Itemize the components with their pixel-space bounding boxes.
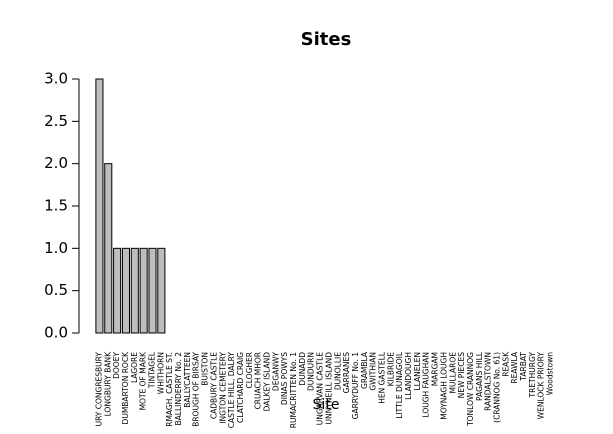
bar bbox=[95, 78, 104, 334]
x-tick-label: TONLOW CRANNOG bbox=[466, 352, 475, 427]
x-tick-label: REAWLA bbox=[510, 351, 519, 383]
x-tick-label: DUNADD bbox=[298, 352, 307, 386]
x-tick-label: DINAS POWYS bbox=[280, 352, 289, 405]
x-tick-label: DOOEY bbox=[112, 352, 121, 379]
x-tick-label: INGTON CEMETERY bbox=[218, 352, 227, 424]
x-tick-label: LAGORE bbox=[130, 352, 139, 383]
x-tick-label: GARRANES bbox=[342, 352, 351, 394]
y-tick-label: 2.5 bbox=[44, 112, 68, 130]
bar bbox=[121, 247, 131, 334]
x-tick-label: TRETHURGY bbox=[528, 352, 537, 399]
x-tick-label: DUMBARTON ROCK bbox=[121, 351, 130, 425]
x-tick-label: (CRANNOG No. 61) bbox=[493, 352, 502, 423]
bar bbox=[113, 247, 122, 334]
x-tick-label: CRUACH MHOR bbox=[254, 352, 263, 409]
x-tick-label: LLANDOUGH bbox=[404, 352, 413, 400]
x-tick-label: CLOGHER bbox=[245, 352, 254, 388]
x-tick-label: RMAGH, CASTLE ST. bbox=[165, 352, 174, 427]
x-tick-label: DEGANWY bbox=[271, 352, 280, 391]
bar bbox=[130, 247, 139, 334]
chart-title: Sites bbox=[301, 29, 352, 50]
x-tick-label: GWITHIAN bbox=[369, 352, 378, 391]
x-tick-label: TINTAGEL bbox=[148, 351, 157, 389]
x-tick-label: RANDALSTOWN bbox=[484, 352, 493, 411]
x-tick-label: LITTLE DUNAGOIL bbox=[395, 351, 404, 419]
x-tick-label: MOYNAGH LOUGH bbox=[439, 352, 448, 420]
x-tick-label: UNGARVAN CASTLE bbox=[316, 352, 325, 426]
x-tick-label: LLANELEN bbox=[413, 352, 422, 391]
x-tick-label: DALKEY ISLAND bbox=[263, 352, 272, 412]
y-tick-label: 1.5 bbox=[44, 197, 68, 215]
x-tick-label: WENLOCK PRIORY bbox=[537, 352, 546, 420]
x-tick-label: URY CONGRESBURY bbox=[94, 352, 103, 427]
y-tick-label: 1.0 bbox=[44, 239, 68, 257]
x-tick-label: DUNOLLIE bbox=[333, 352, 342, 390]
x-tick-label: UNNYNEILL ISLAND bbox=[324, 352, 333, 425]
y-tick-label: 0.0 bbox=[44, 324, 68, 342]
x-tick-label: BUISTON bbox=[201, 352, 210, 386]
x-tick-label: WHITHORN bbox=[156, 352, 165, 394]
x-tick-label: MOTE OF MARK bbox=[139, 351, 148, 410]
x-tick-label: HEN GASTELL bbox=[378, 351, 387, 404]
x-tick-label: CASTLE HILL, DALRY bbox=[227, 352, 236, 429]
x-tick-label: TARBAT bbox=[519, 352, 528, 382]
x-tick-label: LOUGH FAUGHAN bbox=[422, 352, 431, 418]
bar bbox=[139, 247, 148, 334]
x-tick-label: LONGBURY BANK bbox=[103, 351, 112, 416]
x-tick-label: GARRYDUFF No. 1 bbox=[351, 352, 360, 420]
y-tick-label: 2.0 bbox=[44, 154, 68, 172]
x-tick-label: RUMACRITTEN No. 1 bbox=[289, 352, 298, 428]
y-tick-label: 0.5 bbox=[44, 281, 68, 299]
x-tick-label: PAGANS HILL bbox=[475, 351, 484, 401]
x-tick-label: BROUGH OF BIRSAY bbox=[192, 352, 201, 427]
x-tick-label: CLATCHARD CRAIG bbox=[236, 352, 245, 423]
x-tick-label: NEW PIECES bbox=[457, 352, 466, 399]
x-tick-label: Woodstown bbox=[546, 352, 555, 395]
x-tick-label: BALLINDERRY No. 2 bbox=[174, 352, 183, 426]
bar bbox=[157, 247, 166, 334]
x-tick-label: KILBRIDE bbox=[386, 352, 395, 387]
bar bbox=[104, 163, 113, 334]
x-tick-label: DUNDURN bbox=[307, 352, 316, 391]
bar bbox=[148, 247, 157, 334]
x-tick-label: GRAMBLA bbox=[360, 351, 369, 389]
x-tick-label: MARGAM bbox=[431, 352, 440, 386]
y-tick-label: 3.0 bbox=[44, 70, 68, 88]
x-tick-label: BALLYCATTEEN bbox=[183, 352, 192, 408]
x-tick-label: MULLAROE bbox=[448, 352, 457, 394]
x-axis-label: Site bbox=[313, 397, 340, 413]
x-tick-label: REASK bbox=[501, 351, 510, 377]
x-tick-label: CADBURY CASTLE bbox=[209, 352, 218, 419]
